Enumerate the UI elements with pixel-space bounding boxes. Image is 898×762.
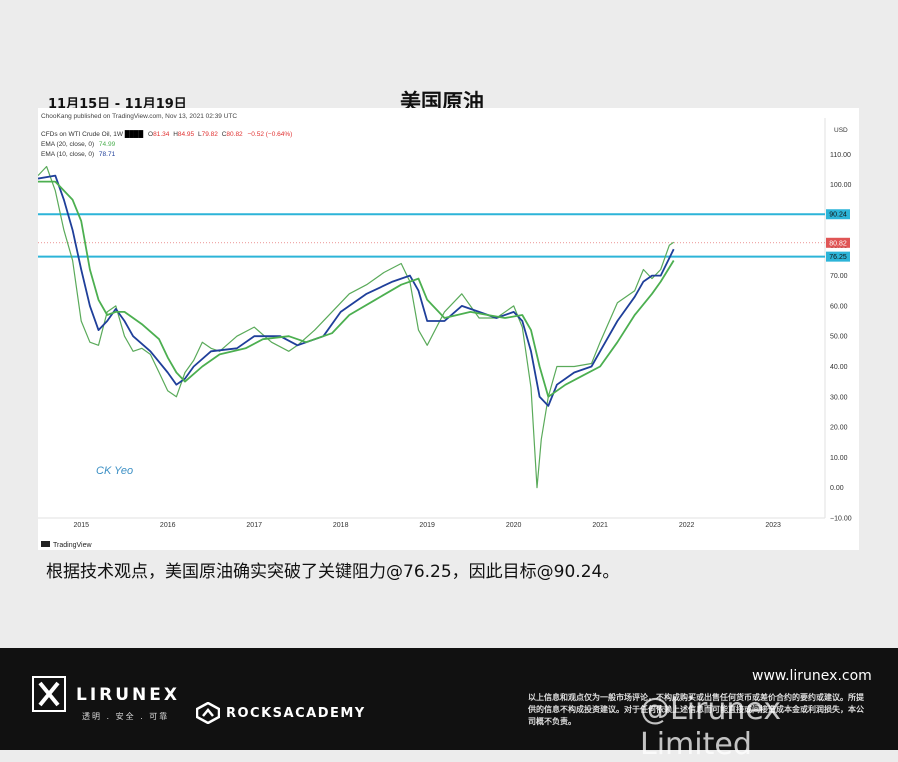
series-line-price (37, 165, 675, 489)
y-tick-label: 70.00 (830, 273, 848, 280)
tradingview-icon (41, 541, 50, 547)
x-tick-label: 2021 (592, 522, 608, 529)
footer (0, 648, 898, 750)
y-tick-label: 10.00 (830, 455, 848, 462)
ohlc-change: −0.52 (−0.64%) (248, 131, 293, 138)
current-price-tag: 80.82 (829, 240, 847, 247)
price-tags: 90.24 76.25 80.82 (826, 209, 850, 262)
x-tick-label: 2015 (73, 522, 89, 529)
ohlc-h-label: H (173, 131, 178, 138)
series-line-ema20 (38, 180, 675, 398)
x-tick-label: 2022 (679, 522, 695, 529)
symbol-redacted: ████ (125, 130, 144, 138)
y-tick-label: 60.00 (830, 303, 848, 310)
ema20-label: EMA (20, close, 0) (41, 141, 94, 148)
tradingview-label: TradingView (53, 542, 92, 549)
level-tag-0: 90.24 (829, 212, 847, 219)
brand-name: LIRUNEX (76, 685, 180, 705)
x-tick-label: 2023 (765, 522, 781, 529)
ohlc-close: 80.82 (226, 131, 243, 138)
y-tick-label: 40.00 (830, 364, 848, 371)
brand-tagline: 透明 . 安全 . 可靠 (82, 712, 170, 721)
level-tag-0-bg (826, 209, 850, 220)
ohlc-c-label: C (222, 131, 227, 138)
partner-name: ROCKSACADEMY (226, 706, 366, 721)
ohlc-o-label: O (148, 131, 153, 138)
ohlc-open: 81.34 (153, 131, 170, 138)
price-chart[interactable]: ChooKang published on TradingView.com, N… (37, 108, 859, 550)
watermark: @Lirunex Limited (640, 692, 782, 762)
ema20-value: 74.99 (99, 141, 116, 148)
level-tag-1-bg (826, 251, 850, 262)
publisher-text: ChooKang published on TradingView.com, N… (41, 113, 237, 120)
x-axis: 2015 2016 2017 2018 2019 2020 2021 2022 2023 (73, 522, 781, 529)
x-tick-label: 2020 (506, 522, 522, 529)
y-tick-label: 30.00 (830, 394, 848, 401)
y-tick-label: 50.00 (830, 334, 848, 341)
tradingview-logo[interactable]: TradingView (41, 541, 92, 549)
x-tick-label: 2018 (333, 522, 349, 529)
chart-panel: ChooKang published on TradingView.com, N… (37, 108, 859, 550)
x-tick-label: 2016 (160, 522, 176, 529)
y-axis: 110.00100.0090.0080.0070.0060.0050.0040.… (830, 152, 852, 523)
lirunex-logo-icon (32, 676, 66, 712)
rocks-logo-icon (196, 702, 220, 724)
ema20-legend: EMA (20, close, 0) 74.99 (41, 141, 116, 148)
y-tick-label: 0.00 (830, 485, 844, 492)
symbol-legend: CFDs on WTI Crude Oil, 1W ████ O81.34 H8… (41, 130, 292, 138)
x-tick-label: 2017 (246, 522, 262, 529)
ema10-legend: EMA (10, close, 0) 78.71 (41, 151, 116, 158)
series-layer (37, 165, 675, 489)
author-tag: CK Yeo (96, 465, 133, 477)
y-tick-label: −10.00 (830, 516, 852, 523)
ema10-label: EMA (10, close, 0) (41, 151, 94, 158)
x-tick-label: 2019 (419, 522, 435, 529)
website-link[interactable]: www.lirunex.com (752, 668, 872, 684)
y-tick-label: 20.00 (830, 425, 848, 432)
currency-label: USD (834, 127, 848, 134)
y-tick-label: 100.00 (830, 182, 852, 189)
current-price-tag-bg (826, 237, 850, 248)
levels-layer (38, 213, 825, 258)
y-tick-label: 110.00 (830, 152, 851, 159)
ohlc-low: 79.82 (202, 131, 219, 138)
level-tag-1: 76.25 (829, 254, 847, 261)
ohlc-high: 84.95 (178, 131, 195, 138)
symbol-name: CFDs on WTI Crude Oil, 1W (41, 131, 124, 138)
disclaimer: 以上信息和观点仅为一般市场评论，不构成购买或出售任何货币或差价合约的要约或建议。… (528, 693, 864, 726)
caption: 根据技术观点，美国原油确实突破了关键阻力@76.25，因此目标@90.24。 (46, 562, 620, 582)
ohlc-l-label: L (198, 131, 202, 138)
ema10-value: 78.71 (99, 151, 116, 158)
